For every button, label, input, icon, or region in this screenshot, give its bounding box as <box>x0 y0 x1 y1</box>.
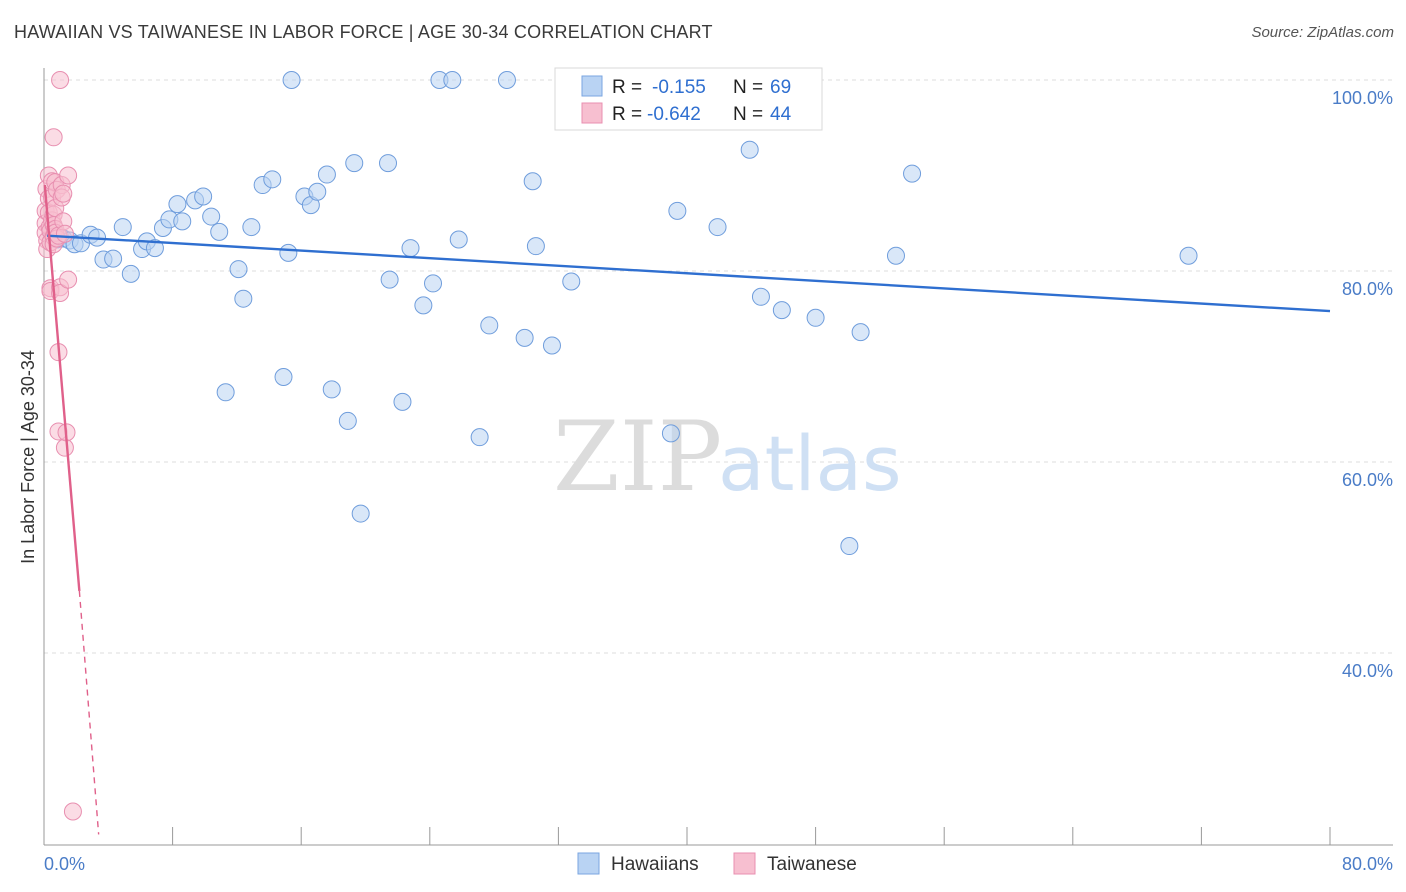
point-hawaiians <box>202 207 221 226</box>
point-taiwanese <box>63 802 82 821</box>
legend-swatch-hawaiians <box>577 852 600 875</box>
point-hawaiians <box>497 71 516 89</box>
watermark: ZIP atlas <box>553 401 902 513</box>
gridlines <box>44 79 1393 654</box>
x-tick-label: 0.0% <box>44 854 85 874</box>
legend-swatch-taiwanese <box>733 852 756 875</box>
point-taiwanese <box>54 184 73 203</box>
stats-box: R = -0.155 N = 69 R = -0.642 N = 44 <box>554 67 823 131</box>
legend-label-taiwanese: Taiwanese <box>767 854 857 875</box>
legend-label-hawaiians: Hawaiians <box>611 854 699 875</box>
chart-title: HAWAIIAN VS TAIWANESE IN LABOR FORCE | A… <box>14 22 713 42</box>
point-hawaiians <box>317 165 336 184</box>
point-hawaiians <box>443 71 462 89</box>
point-taiwanese <box>51 71 70 89</box>
point-hawaiians <box>242 218 261 237</box>
point-hawaiians <box>380 270 399 289</box>
stats-r-label-2: R = <box>612 104 642 125</box>
point-hawaiians <box>229 260 248 279</box>
stats-r-label-1: R = <box>612 77 642 98</box>
stats-swatch-hawaiians <box>581 75 603 97</box>
point-hawaiians <box>113 218 132 237</box>
stats-n-label-1: N = <box>733 77 763 98</box>
point-hawaiians <box>562 272 581 291</box>
point-taiwanese <box>59 166 78 185</box>
stats-swatch-taiwanese <box>581 102 603 124</box>
point-hawaiians <box>668 201 687 220</box>
point-hawaiians <box>168 195 187 214</box>
y-tick-label: 40.0% <box>1342 661 1393 681</box>
point-hawaiians <box>393 392 412 411</box>
point-hawaiians <box>772 301 791 320</box>
point-hawaiians <box>351 504 370 523</box>
legend: Hawaiians Taiwanese <box>577 852 857 875</box>
stats-r-value-2: -0.642 <box>647 104 701 125</box>
tick-labels: 100.0% 80.0% 60.0% 40.0% 0.0% 80.0% <box>44 88 1393 874</box>
point-hawaiians <box>480 316 499 335</box>
point-hawaiians <box>308 182 327 201</box>
point-hawaiians <box>414 296 433 315</box>
stats-n-label-2: N = <box>733 104 763 125</box>
trend-line-taiwanese <box>43 184 81 592</box>
point-hawaiians <box>322 380 341 399</box>
point-hawaiians <box>145 239 164 258</box>
x-tick-label: 80.0% <box>1342 854 1393 874</box>
point-hawaiians <box>345 154 364 173</box>
point-hawaiians <box>263 170 282 189</box>
stats-n-value-1: 69 <box>770 77 791 98</box>
point-hawaiians <box>274 368 293 387</box>
y-tick-label: 60.0% <box>1342 470 1393 490</box>
point-hawaiians <box>740 140 759 159</box>
trend-extension-taiwanese <box>78 590 100 835</box>
point-hawaiians <box>279 243 298 262</box>
point-hawaiians <box>526 237 545 256</box>
chart-source: Source: ZipAtlas.com <box>1251 24 1394 41</box>
point-hawaiians <box>424 274 443 293</box>
point-hawaiians <box>523 172 542 191</box>
trend-lines <box>43 184 1331 835</box>
point-taiwanese <box>51 283 70 302</box>
y-tick-label: 80.0% <box>1342 279 1393 299</box>
point-hawaiians <box>708 218 727 237</box>
data-points <box>36 71 1198 821</box>
point-taiwanese <box>55 224 74 243</box>
point-hawaiians <box>470 428 489 447</box>
point-hawaiians <box>1179 246 1198 265</box>
point-hawaiians <box>194 187 213 206</box>
point-hawaiians <box>173 212 192 231</box>
point-hawaiians <box>661 424 680 443</box>
point-hawaiians <box>121 264 140 283</box>
point-hawaiians <box>751 287 770 306</box>
y-axis-label: In Labor Force | Age 30-34 <box>18 350 38 564</box>
watermark-zip: ZIP <box>553 401 722 513</box>
point-taiwanese <box>44 128 63 147</box>
watermark-atlas: atlas <box>718 419 902 508</box>
point-taiwanese <box>55 438 74 457</box>
point-hawaiians <box>449 230 468 249</box>
point-hawaiians <box>515 328 534 347</box>
point-hawaiians <box>903 164 922 183</box>
point-hawaiians <box>840 537 859 556</box>
point-hawaiians <box>104 249 123 268</box>
point-hawaiians <box>379 154 398 173</box>
point-hawaiians <box>886 246 905 265</box>
point-hawaiians <box>542 336 561 355</box>
point-hawaiians <box>401 239 420 258</box>
point-taiwanese <box>59 270 78 289</box>
stats-n-value-2: 44 <box>770 104 792 125</box>
point-hawaiians <box>338 411 357 430</box>
point-hawaiians <box>282 71 301 89</box>
point-hawaiians <box>234 289 253 308</box>
y-tick-label: 100.0% <box>1332 88 1393 108</box>
trend-line-hawaiians <box>47 234 1331 313</box>
point-hawaiians <box>216 383 235 402</box>
stats-r-value-1: -0.155 <box>652 77 706 98</box>
point-hawaiians <box>851 323 870 342</box>
point-hawaiians <box>806 308 825 327</box>
point-hawaiians <box>210 222 229 241</box>
